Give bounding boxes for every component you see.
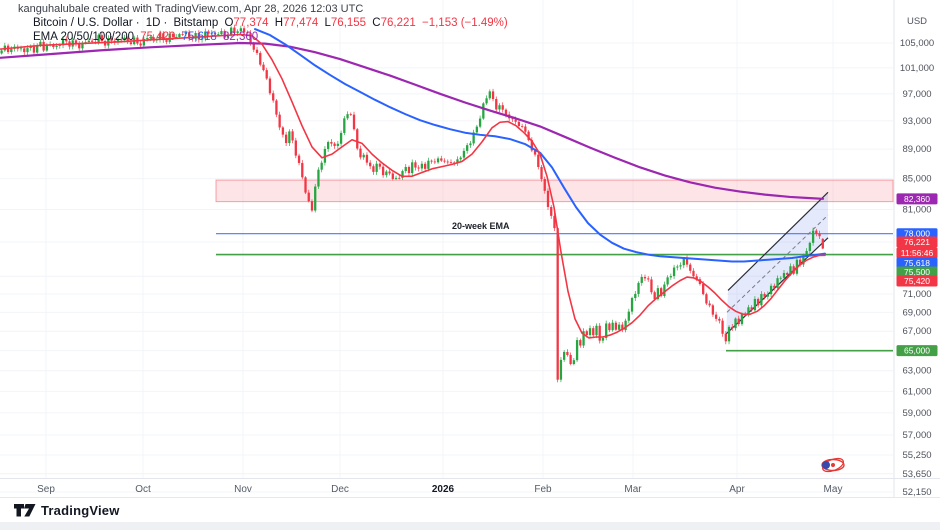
price-tick: 59,000 xyxy=(902,408,931,419)
tradingview-logo-text: TradingView xyxy=(41,502,120,518)
price-tick: 53,650 xyxy=(902,469,931,480)
price-tick: 61,000 xyxy=(902,386,931,397)
price-tick: 97,000 xyxy=(902,89,931,100)
currency-label: USD xyxy=(907,16,927,27)
bottom-scrollbar[interactable] xyxy=(0,522,940,530)
time-axis-label: Feb xyxy=(534,484,552,495)
tradingview-logo[interactable]: TradingView xyxy=(14,502,120,518)
price-tick: 89,000 xyxy=(902,144,931,155)
time-axis-label: Sep xyxy=(37,484,55,495)
price-tick: 69,000 xyxy=(902,307,931,318)
event-icon xyxy=(821,457,845,473)
time-axis-label: Mar xyxy=(624,484,642,495)
price-tick: 105,000 xyxy=(900,38,934,49)
price-tick: 71,000 xyxy=(902,289,931,300)
twenty-week-ema-label: 20-week EMA xyxy=(452,221,510,231)
price-badge: 76,221 xyxy=(904,237,930,247)
time-axis-label: 2026 xyxy=(432,484,455,495)
price-tick: 93,000 xyxy=(902,116,931,127)
price-badge: 75,420 xyxy=(904,276,930,286)
price-tick: 55,250 xyxy=(902,450,931,461)
time-axis-label: May xyxy=(824,484,843,495)
time-axis-label: Dec xyxy=(331,484,349,495)
tradingview-logo-icon xyxy=(14,504,36,517)
candle-countdown-badge: 11:56:46 xyxy=(901,248,934,258)
price-tick: 81,000 xyxy=(902,204,931,215)
price-badge: 78,000 xyxy=(904,229,930,239)
price-badge: 75,500 xyxy=(904,267,930,277)
price-badge: 65,000 xyxy=(904,346,930,356)
price-badge: 75,618 xyxy=(904,258,930,268)
time-axis-label: Oct xyxy=(135,484,151,495)
price-tick: 63,000 xyxy=(902,366,931,377)
price-tick: 85,000 xyxy=(902,174,931,185)
price-tick: 57,000 xyxy=(902,430,931,441)
time-axis-label: Apr xyxy=(729,484,745,495)
time-axis-label: Nov xyxy=(234,484,252,495)
price-tick: 52,150 xyxy=(902,487,931,498)
price-tick: 67,000 xyxy=(902,326,931,337)
price-badge: 82,360 xyxy=(904,194,930,204)
price-tick: 101,000 xyxy=(900,63,934,74)
